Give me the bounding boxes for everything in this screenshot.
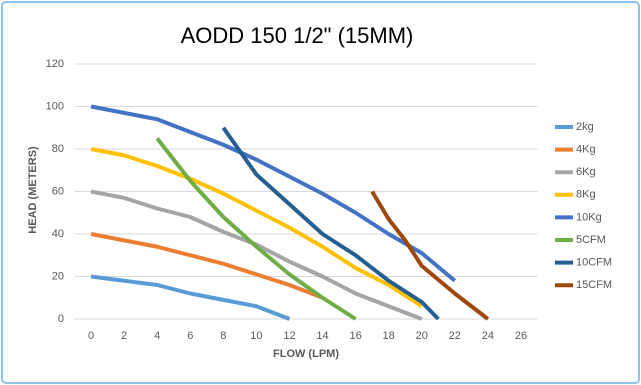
series-line xyxy=(155,137,357,321)
y-axis-label: HEAD (METERS) xyxy=(27,146,39,234)
series-line xyxy=(90,274,291,321)
series-line xyxy=(90,147,423,308)
legend-label: 6Kg xyxy=(576,166,596,178)
x-tick-label: 16 xyxy=(349,330,361,342)
series-line xyxy=(370,190,490,321)
x-tick-label: 0 xyxy=(88,330,94,342)
legend-label: 5CFM xyxy=(576,234,606,246)
y-tick-label: 120 xyxy=(46,58,64,70)
x-tick-label: 12 xyxy=(283,330,295,342)
legend-label: 10CFM xyxy=(576,257,612,269)
x-tick-label: 6 xyxy=(187,330,193,342)
y-tick-label: 100 xyxy=(46,100,64,112)
x-tick-label: 14 xyxy=(316,330,328,342)
y-tick-label: 60 xyxy=(52,185,64,197)
legend-label: 15CFM xyxy=(576,279,612,291)
x-tick-label: 20 xyxy=(416,330,428,342)
legend-label: 4Kg xyxy=(576,144,596,156)
series-line xyxy=(90,232,324,300)
x-tick-label: 24 xyxy=(482,330,494,342)
x-tick-label: 26 xyxy=(515,330,527,342)
series-line xyxy=(221,126,440,321)
y-tick-label: 80 xyxy=(52,143,64,155)
legend-label: 10Kg xyxy=(576,211,602,223)
legend-label: 2kg xyxy=(576,121,594,133)
x-axis-label: FLOW (LPM) xyxy=(273,348,339,360)
y-tick-label: 20 xyxy=(52,270,64,282)
legend-label: 8Kg xyxy=(576,189,596,201)
x-tick-label: 22 xyxy=(449,330,461,342)
series-line xyxy=(90,104,457,283)
y-tick-label: 40 xyxy=(52,228,64,240)
x-tick-label: 18 xyxy=(383,330,395,342)
y-tick-label: 0 xyxy=(58,313,64,325)
chart-title: AODD 150 1/2" (15MM) xyxy=(181,23,414,48)
x-tick-label: 2 xyxy=(121,330,127,342)
x-tick-label: 10 xyxy=(250,330,262,342)
x-tick-label: 8 xyxy=(220,330,226,342)
x-tick-label: 4 xyxy=(154,330,160,342)
